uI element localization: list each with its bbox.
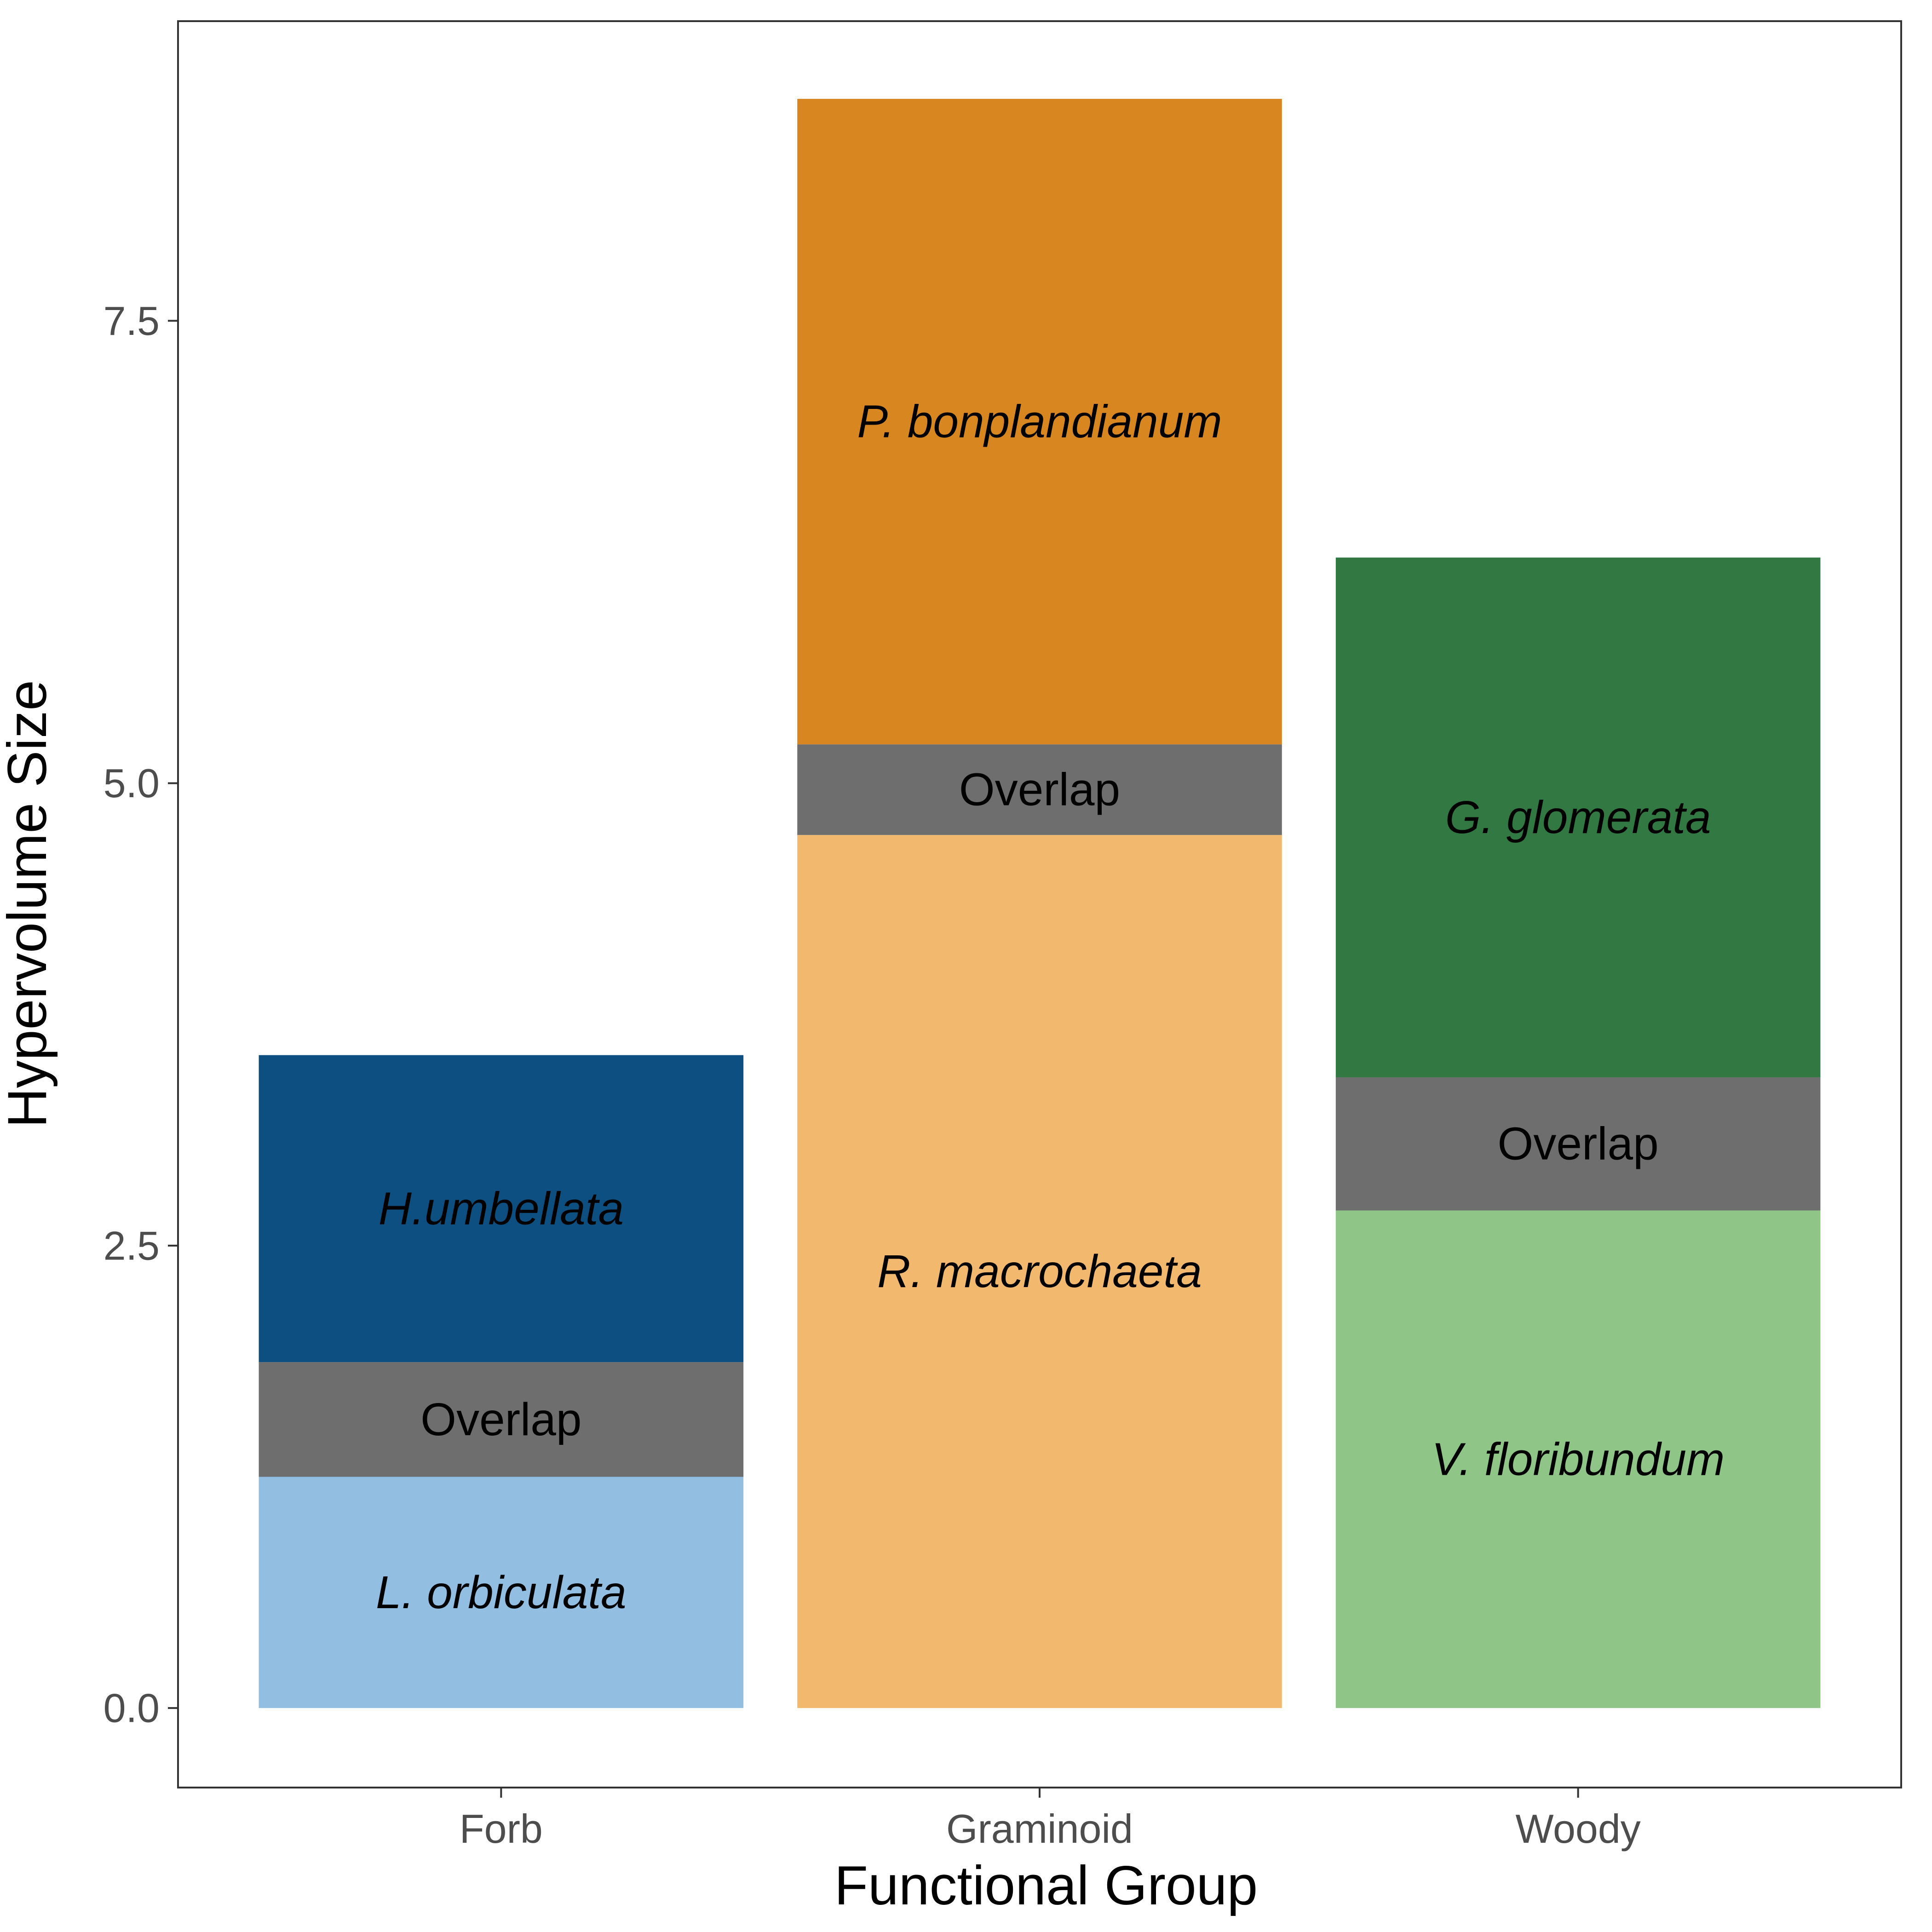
segment-label-woody-v-floribundum: V. floribundum <box>1432 1433 1725 1485</box>
bar-segment-forb-l-orbiculata <box>259 1477 744 1708</box>
y-tick-label: 2.5 <box>104 1223 160 1268</box>
segment-label-forb-l-orbiculata: L. orbiculata <box>376 1567 627 1618</box>
segment-label-woody-g-glomerata: G. glomerata <box>1445 792 1711 843</box>
bar-segment-graminoid-p-bonplandianum <box>797 98 1282 745</box>
bar-segment-woody-g-glomerata <box>1335 558 1821 1077</box>
y-axis: 0.0 2.5 5.0 7.5 <box>104 298 178 1731</box>
segment-label-graminoid-overlap: Overlap <box>959 764 1120 816</box>
bar-segment-forb-overlap <box>259 1362 744 1477</box>
segment-label-forb-h-umbellata: H.umbellata <box>379 1183 624 1234</box>
x-axis: Forb Graminoid Woody <box>460 1788 1641 1852</box>
x-tick-label-woody: Woody <box>1515 1806 1640 1852</box>
x-tick-label-graminoid: Graminoid <box>946 1806 1133 1852</box>
segment-label-woody-overlap: Overlap <box>1498 1118 1659 1170</box>
y-axis-title: Hypervolume Size <box>0 680 58 1128</box>
x-tick-label-forb: Forb <box>460 1806 543 1852</box>
segment-label-forb-overlap: Overlap <box>420 1394 581 1445</box>
y-tick-label: 7.5 <box>104 298 160 344</box>
bar-segment-woody-overlap <box>1335 1077 1821 1211</box>
bar-segment-graminoid-overlap <box>797 744 1282 835</box>
y-tick-label: 5.0 <box>104 760 160 806</box>
bar-segment-woody-v-floribundum <box>1335 1210 1821 1708</box>
x-axis-title: Functional Group <box>834 1855 1258 1916</box>
segment-label-graminoid-p-bonplandianum: P. bonplandianum <box>857 396 1222 448</box>
y-tick-label: 0.0 <box>104 1685 160 1731</box>
bar-segment-graminoid-r-macrochaeta <box>797 835 1282 1708</box>
bars-layer <box>259 98 1821 1708</box>
segment-labels-layer: L. orbiculata Overlap H.umbellata R. macroc… <box>376 396 1725 1618</box>
bar-segment-forb-h-umbellata <box>259 1055 744 1363</box>
segment-label-graminoid-r-macrochaeta: R. macrochaeta <box>877 1246 1202 1297</box>
